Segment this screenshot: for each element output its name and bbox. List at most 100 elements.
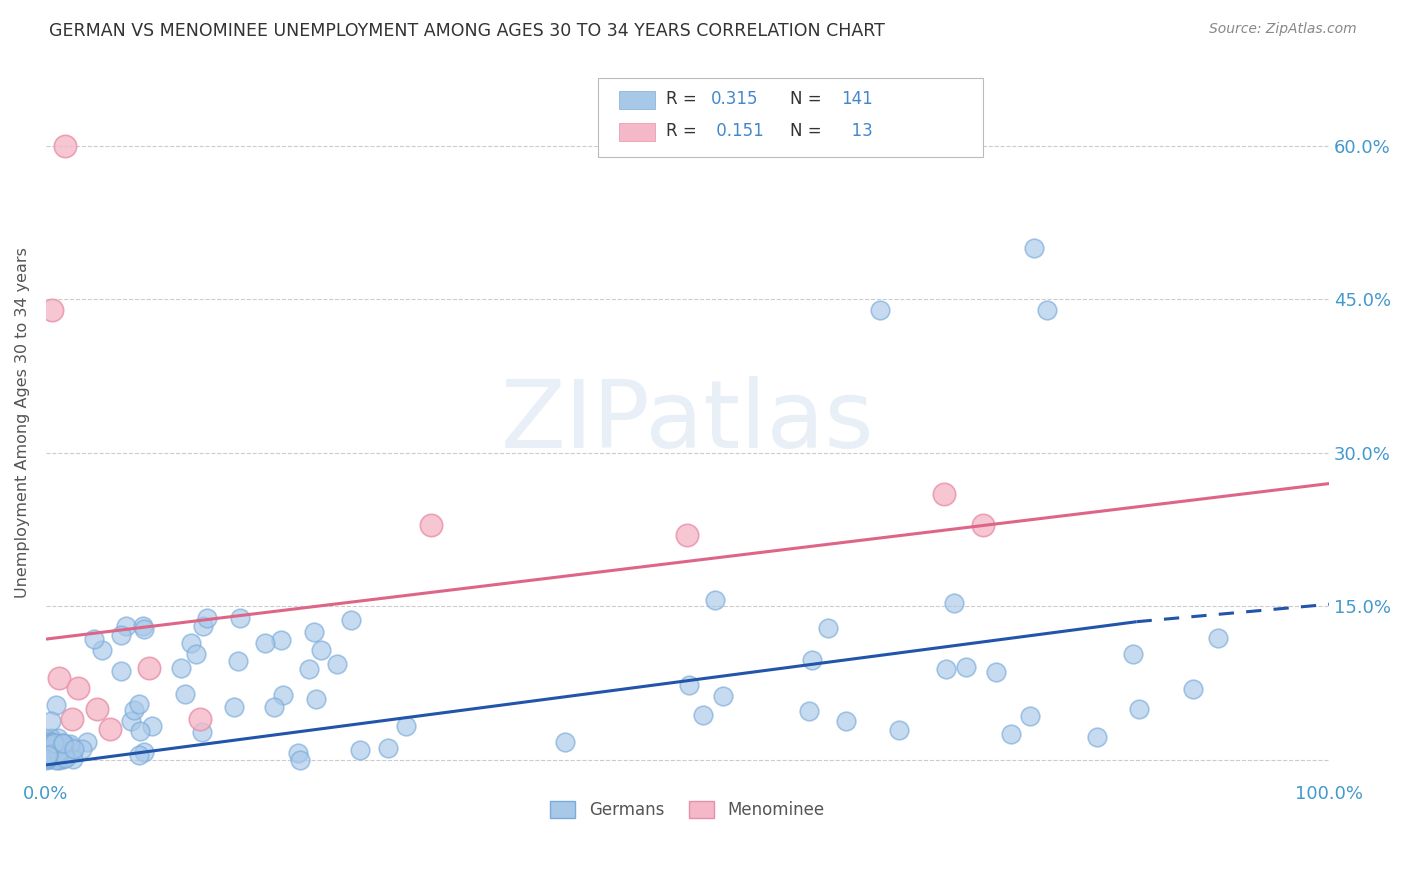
Point [395, 719, 418, 733]
Point [90, 642, 112, 657]
Point [53, 739, 76, 754]
Point [224, 699, 246, 714]
Point [37, 736, 59, 750]
Point [128, 697, 150, 711]
Point [59, 745, 82, 759]
Point [83, 632, 105, 646]
Point [132, 619, 155, 633]
Point [711, 689, 734, 703]
Point [35, 747, 58, 761]
Point [817, 621, 839, 635]
Point [76, 734, 98, 748]
Point [180, 636, 202, 650]
Point [138, 661, 160, 675]
Point [48, 746, 70, 760]
Point [52, 736, 75, 750]
Point [184, 648, 207, 662]
Point [195, 610, 218, 624]
Point [311, 643, 333, 657]
Point [52, 737, 75, 751]
Point [35, 751, 58, 765]
Point [49, 750, 72, 764]
Point [42, 736, 65, 750]
Point [39, 747, 62, 762]
Point [349, 743, 371, 757]
Point [1128, 701, 1150, 715]
Point [39, 714, 62, 729]
Point [889, 723, 911, 738]
Point [228, 654, 250, 668]
Legend: Germans, Menominee: Germans, Menominee [544, 794, 831, 826]
Point [35, 743, 58, 757]
Bar [620, 91, 655, 109]
Point [120, 714, 142, 728]
Point [271, 688, 294, 702]
Point [37, 747, 59, 762]
Point [797, 704, 820, 718]
Point [984, 665, 1007, 680]
Point [42, 750, 65, 764]
FancyBboxPatch shape [598, 78, 983, 157]
Y-axis label: Unemployment Among Ages 30 to 34 years: Unemployment Among Ages 30 to 34 years [15, 247, 30, 598]
Point [174, 687, 197, 701]
Point [229, 611, 252, 625]
Point [38, 749, 60, 764]
Point [59, 737, 82, 751]
Point [58, 739, 80, 753]
Point [935, 662, 957, 676]
Point [48, 671, 70, 685]
Point [56, 749, 79, 764]
Point [38, 747, 60, 761]
Point [287, 746, 309, 760]
Point [41, 302, 63, 317]
Point [39, 746, 62, 760]
Point [129, 724, 152, 739]
Point [39, 731, 62, 746]
Point [115, 619, 138, 633]
Point [42, 745, 65, 759]
Text: GERMAN VS MENOMINEE UNEMPLOYMENT AMONG AGES 30 TO 34 YEARS CORRELATION CHART: GERMAN VS MENOMINEE UNEMPLOYMENT AMONG A… [49, 22, 886, 40]
Point [943, 596, 966, 610]
Point [53, 747, 76, 761]
Text: 13: 13 [841, 122, 873, 140]
Point [45, 753, 67, 767]
Point [46, 742, 69, 756]
Point [35, 744, 58, 758]
Point [37, 748, 59, 763]
Point [128, 748, 150, 763]
Point [98, 722, 121, 736]
Point [38, 747, 60, 762]
Point [134, 745, 156, 759]
Point [38, 744, 60, 758]
Point [42, 740, 65, 755]
Point [41, 735, 63, 749]
Point [302, 624, 325, 639]
Point [1018, 708, 1040, 723]
Point [704, 593, 727, 607]
Point [270, 632, 292, 647]
Text: N =: N = [790, 122, 827, 140]
Point [46, 744, 69, 758]
Point [290, 753, 312, 767]
Point [41, 744, 63, 758]
Point [37, 748, 59, 763]
Point [41, 744, 63, 758]
Point [35, 736, 58, 750]
Point [35, 753, 58, 767]
Point [340, 613, 363, 627]
Text: R =: R = [665, 90, 702, 108]
Point [44, 748, 66, 763]
Point [37, 751, 59, 765]
Point [53, 139, 76, 153]
Point [377, 740, 399, 755]
Point [60, 712, 83, 726]
Point [38, 745, 60, 759]
Point [51, 740, 73, 755]
Point [305, 692, 328, 706]
Point [39, 752, 62, 766]
Point [49, 741, 72, 756]
Point [326, 657, 349, 671]
Point [932, 487, 955, 501]
Point [48, 751, 70, 765]
Point [53, 747, 76, 762]
